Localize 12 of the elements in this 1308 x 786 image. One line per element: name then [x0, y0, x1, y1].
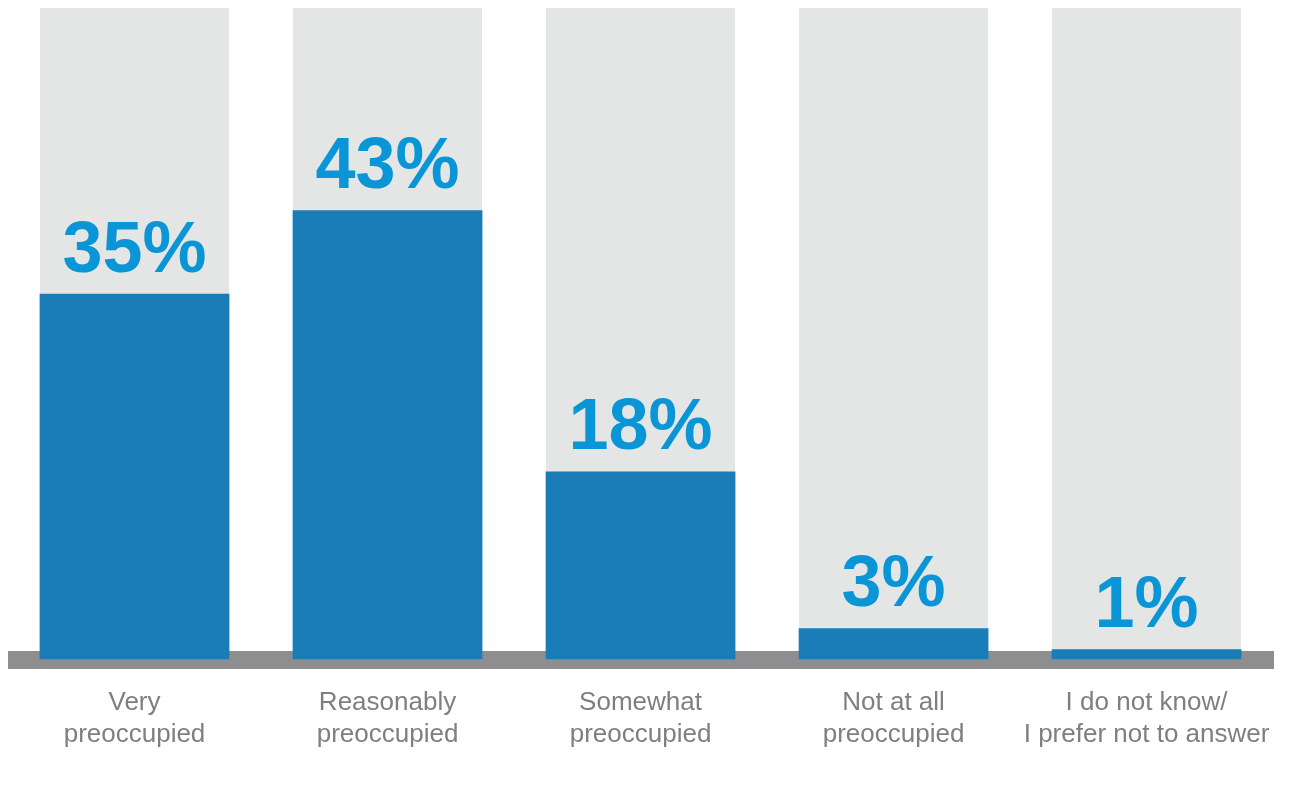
data-label: 43%	[315, 123, 460, 204]
data-label: 35%	[62, 206, 207, 287]
x-tick-label: Reasonably preoccupied	[316, 686, 459, 748]
data-label: 3%	[841, 541, 946, 622]
data-label: 18%	[568, 384, 713, 465]
bar	[798, 628, 989, 660]
x-tick-label: Not at all preoccupied	[822, 686, 965, 748]
bar	[1051, 649, 1242, 660]
x-tick-label: Somewhat preoccupied	[569, 686, 712, 748]
x-tick-label: I do not know/ I prefer not to answer	[1023, 686, 1270, 748]
x-tick-label: Very preoccupied	[63, 686, 206, 748]
data-label: 1%	[1094, 562, 1199, 643]
